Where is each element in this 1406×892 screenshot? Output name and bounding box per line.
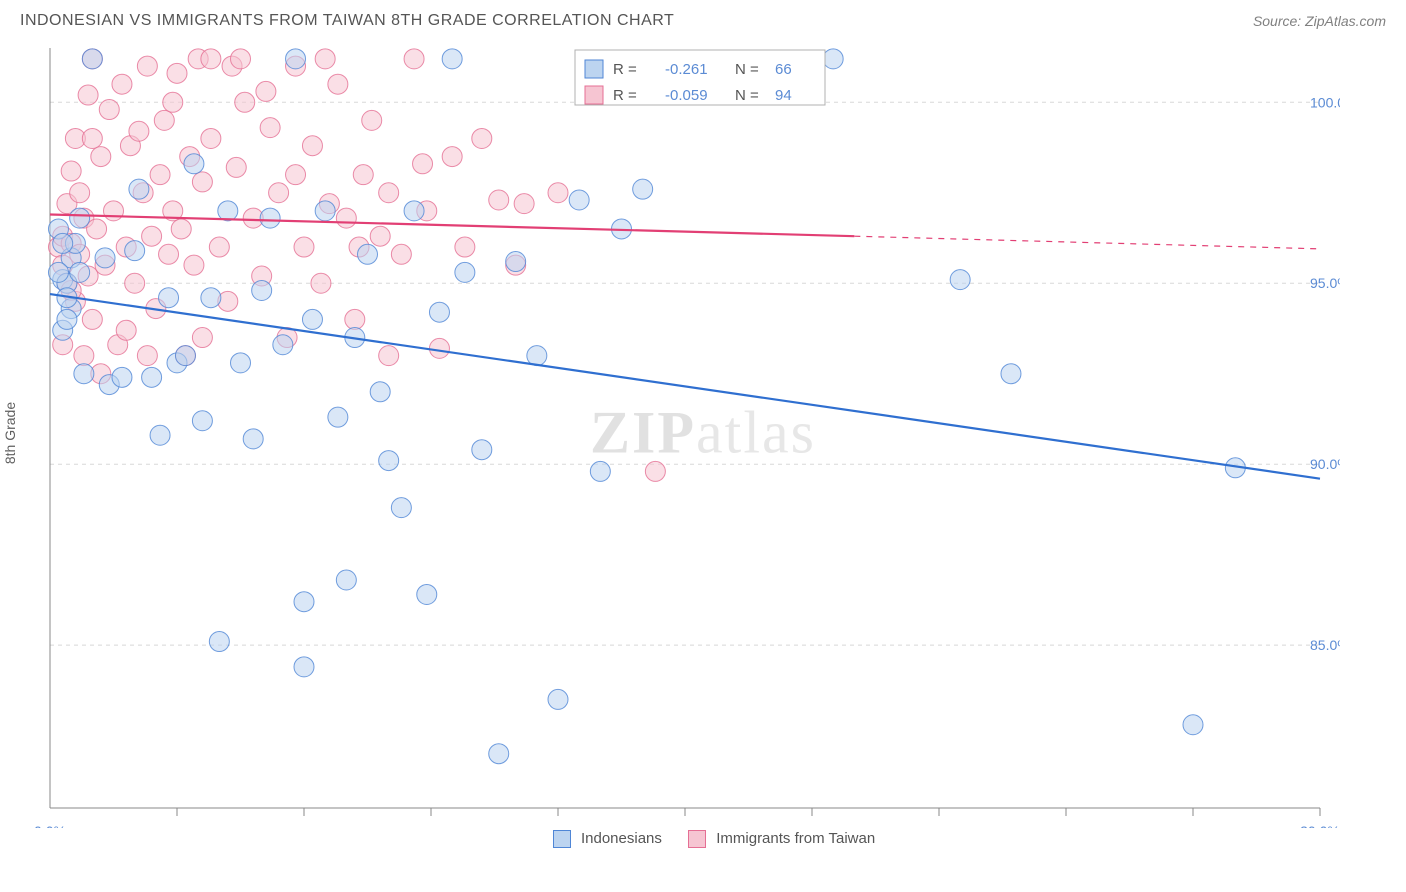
chart-container: 8th Grade 85.0%90.0%95.0%100.0%0.0%30.0%… [20, 38, 1386, 828]
svg-text:30.0%: 30.0% [1300, 823, 1340, 828]
y-axis-label: 8th Grade [2, 402, 18, 464]
svg-text:94: 94 [775, 87, 792, 104]
chart-title: INDONESIAN VS IMMIGRANTS FROM TAIWAN 8TH… [20, 12, 674, 30]
svg-text:0.0%: 0.0% [34, 823, 66, 828]
title-bar: INDONESIAN VS IMMIGRANTS FROM TAIWAN 8TH… [0, 0, 1406, 38]
svg-text:-0.261: -0.261 [665, 61, 708, 78]
svg-text:66: 66 [775, 61, 792, 78]
svg-text:R =: R = [613, 87, 637, 104]
scatter-chart: 85.0% 90.0% 95.0% 100.0% 0.0% 30.0% R = -0.261 N… [20, 38, 1340, 828]
svg-text:85.0%: 85.0% [1310, 637, 1340, 653]
legend-label-taiwan: Immigrants from Taiwan [716, 830, 875, 847]
svg-text:R =: R = [613, 61, 637, 78]
svg-text:100.0%: 100.0% [1310, 94, 1340, 110]
legend-swatch-taiwan [688, 830, 706, 848]
svg-text:90.0%: 90.0% [1310, 456, 1340, 472]
svg-text:N =: N = [735, 87, 759, 104]
svg-text:-0.059: -0.059 [665, 87, 708, 104]
bottom-legend: Indonesians Immigrants from Taiwan [0, 828, 1406, 848]
source-label: Source: ZipAtlas.com [1253, 13, 1386, 29]
svg-text:N =: N = [735, 61, 759, 78]
legend-label-indonesians: Indonesians [581, 830, 662, 847]
svg-text:95.0%: 95.0% [1310, 275, 1340, 291]
legend-swatch-indonesians [553, 830, 571, 848]
